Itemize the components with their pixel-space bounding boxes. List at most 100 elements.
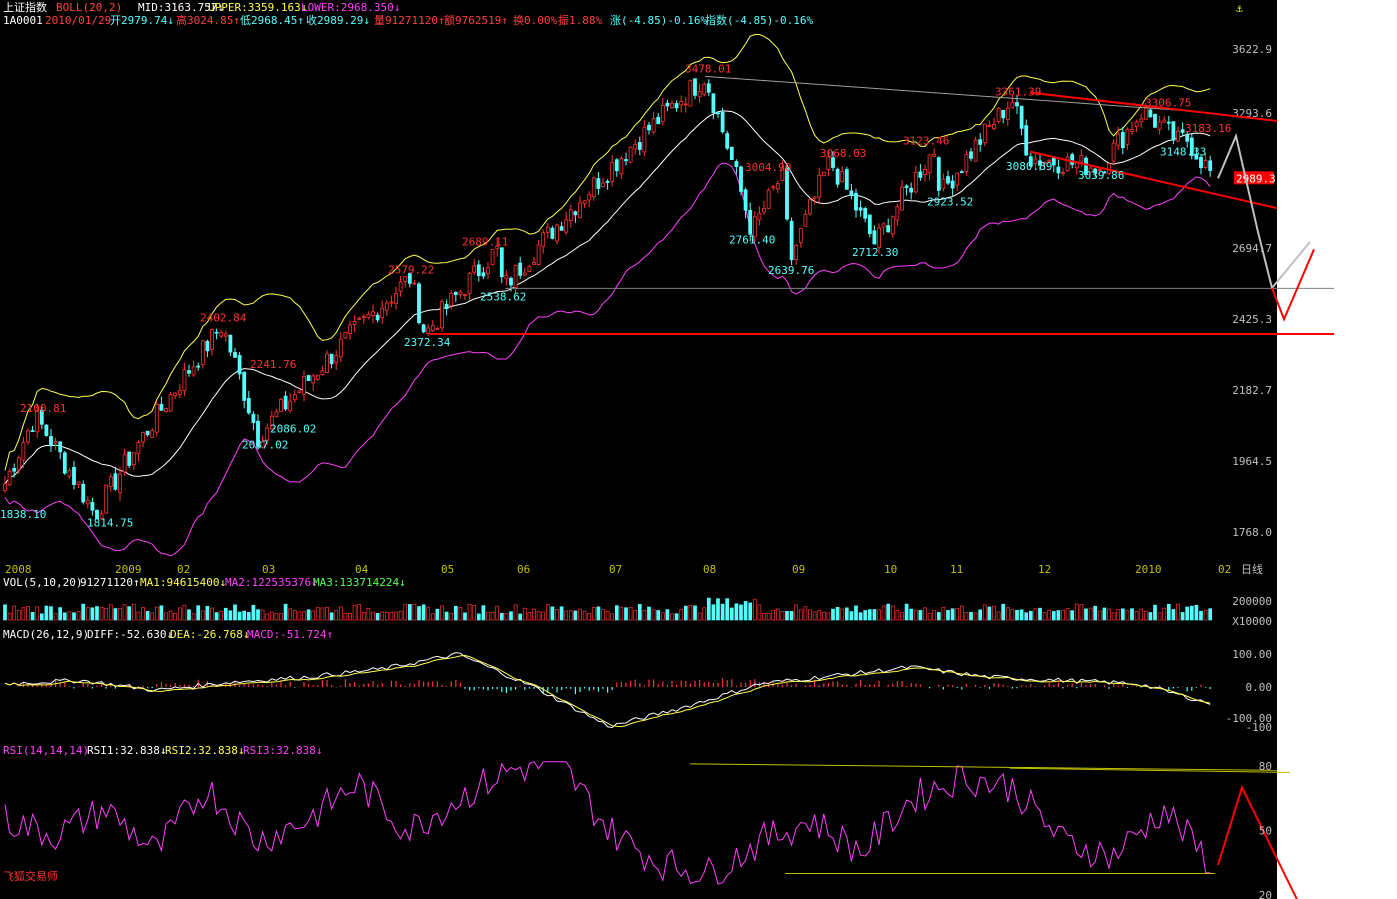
volume-bar — [946, 610, 950, 621]
candle-body — [242, 371, 247, 401]
candle-body — [642, 126, 647, 153]
candle-body — [325, 353, 329, 373]
candle-body — [118, 473, 122, 494]
candle-body — [338, 338, 343, 358]
candle-body — [725, 133, 730, 149]
volume-bar — [987, 606, 992, 621]
high-annotation: 2241.76 — [250, 358, 296, 371]
vol-ma2: MA2:122535376↓ — [225, 576, 318, 589]
macd-axis-tick: -100 — [1246, 721, 1273, 734]
info-code: 1A0001 — [3, 14, 43, 27]
rsi-line — [4, 761, 1211, 885]
volume-bar — [670, 613, 674, 621]
high-annotation: 3478.01 — [685, 62, 731, 75]
candle-body — [228, 334, 233, 353]
volume-bar — [656, 610, 661, 621]
candle-body — [987, 125, 992, 127]
volume-bar — [877, 609, 881, 621]
candle-body — [670, 103, 674, 109]
volume-bar — [228, 610, 233, 621]
volume-bar — [53, 613, 58, 621]
volume-bar — [361, 612, 366, 621]
high-annotation: 3068.03 — [820, 147, 866, 160]
candle-body — [205, 340, 210, 352]
candle-body — [173, 392, 178, 397]
candle-body — [752, 216, 757, 238]
header-mid: MID:3163.757↓ — [138, 1, 224, 14]
candle-body — [550, 227, 555, 239]
volume-bar — [959, 605, 964, 621]
candle-body — [348, 324, 352, 334]
volume-bar — [702, 607, 707, 621]
candle-body — [200, 340, 205, 365]
candle-body — [973, 139, 978, 162]
candle-body — [403, 276, 408, 282]
volume-bar — [338, 606, 343, 621]
volume-bar — [536, 610, 541, 621]
candle-body — [265, 427, 270, 441]
volume-bar — [706, 597, 711, 621]
volume-bar — [154, 606, 159, 621]
volume-bar — [660, 612, 665, 621]
candle-body — [334, 355, 339, 363]
candle-body — [913, 172, 918, 193]
candle-body — [955, 172, 960, 186]
candle-body — [1097, 169, 1102, 171]
volume-bar — [564, 610, 569, 621]
volume-bar — [969, 612, 973, 621]
candle-body — [39, 409, 44, 425]
volume-bar — [1194, 604, 1199, 621]
candle-body — [108, 476, 113, 487]
volume-bar — [992, 605, 996, 621]
candle-body — [352, 320, 357, 325]
candle-body — [371, 311, 375, 316]
candle-body — [274, 411, 279, 418]
candle-body — [734, 161, 739, 167]
volume-bar — [435, 608, 440, 621]
volume-bar — [711, 604, 716, 621]
volume-bar — [568, 610, 573, 621]
candle-body — [26, 430, 30, 443]
info-open: 开2979.74↓ — [110, 14, 174, 27]
volume-bar — [840, 608, 845, 621]
high-annotation: 2402.84 — [200, 311, 247, 324]
volume-bar — [619, 606, 624, 621]
low-annotation: 2372.34 — [404, 336, 451, 349]
volume-bar — [35, 606, 40, 621]
candle-body — [711, 93, 716, 114]
candle-body — [191, 366, 196, 376]
rsi3-value: RSI3:32.838↓ — [243, 744, 322, 757]
volume-bar — [426, 606, 431, 621]
candle-body — [30, 430, 35, 432]
channel-lower-line — [1029, 150, 1278, 210]
candle-body — [706, 83, 711, 93]
candle-body — [812, 196, 817, 199]
candle-body — [407, 272, 412, 284]
candle-body — [969, 151, 973, 159]
volume-bar — [380, 611, 385, 621]
candle-body — [384, 302, 389, 311]
vol-value: 91271120↑ — [80, 576, 140, 589]
candle-body — [453, 292, 458, 295]
low-annotation: 2086.02 — [270, 423, 316, 436]
volume-bar — [978, 609, 983, 621]
candle-body — [877, 227, 881, 248]
volume-bar — [826, 612, 831, 621]
volume-bar — [1065, 607, 1070, 621]
header-upper: UPPER:3359.163↓ — [208, 1, 307, 14]
volume-bar — [164, 612, 168, 621]
candle-body — [449, 292, 454, 306]
candle-body — [559, 226, 564, 231]
candle-body — [256, 420, 260, 447]
candle-body — [950, 180, 955, 189]
volume-bar — [752, 598, 757, 621]
volume-bar — [798, 609, 803, 621]
candle-body — [624, 159, 628, 162]
volume-bar — [297, 611, 302, 621]
info-index_change: 指数(-4.85)-0.16% — [705, 13, 813, 27]
candle-body — [1005, 107, 1010, 120]
candle-body — [269, 415, 274, 430]
volume-bar — [403, 604, 408, 621]
candle-body — [647, 124, 651, 131]
